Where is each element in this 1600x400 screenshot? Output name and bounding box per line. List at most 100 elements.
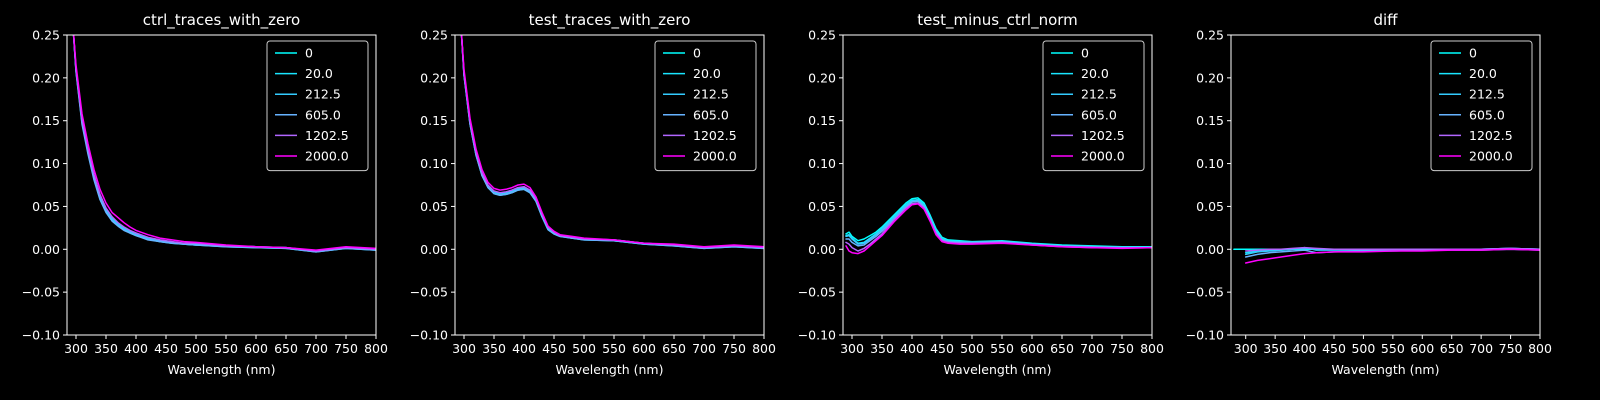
legend: 0 20.0 212.5 605.0 1202.5 2000.0 xyxy=(654,40,757,172)
legend-label: 20.0 xyxy=(305,66,333,81)
legend-label: 2000.0 xyxy=(1081,149,1125,164)
legend-label: 0 xyxy=(693,46,701,61)
series-lines xyxy=(1233,246,1540,264)
legend-item: 1202.5 xyxy=(663,128,737,143)
axes-frame xyxy=(842,34,1153,336)
chart-panel-4: 300 350 400 450 500 550 600 650 700 750 800 −0.10 −0… xyxy=(1186,11,1552,377)
series-line-2000.0 xyxy=(460,35,764,248)
legend-label: 2000.0 xyxy=(305,149,349,164)
y-tick-label: 0.00 xyxy=(808,242,836,257)
y-tick-label: −0.05 xyxy=(410,285,448,300)
x-tick-label: 700 xyxy=(304,341,328,356)
legend-item: 2000.0 xyxy=(663,149,737,164)
x-axis-label: Wavelength (nm) xyxy=(556,362,664,377)
legend-label: 212.5 xyxy=(1081,87,1117,102)
y-tick-label: 0.00 xyxy=(1196,242,1224,257)
x-tick-label: 700 xyxy=(692,341,716,356)
x-tick-label: 750 xyxy=(334,341,358,356)
x-tick-label: 750 xyxy=(722,341,746,356)
x-tick-label: 600 xyxy=(632,341,656,356)
series-line-605.0 xyxy=(72,35,376,253)
legend-item: 605.0 xyxy=(1439,107,1505,122)
legend-item: 1202.5 xyxy=(275,128,349,143)
legend-item: 20.0 xyxy=(663,66,721,81)
legend-item: 2000.0 xyxy=(275,149,349,164)
x-tick-label: 400 xyxy=(124,341,148,356)
legend-label: 212.5 xyxy=(305,87,341,102)
chart-panel-3: 300 350 400 450 500 550 600 650 700 750 800 −0.10 −0… xyxy=(798,11,1164,377)
legend-label: 20.0 xyxy=(1469,66,1497,81)
legend-label: 212.5 xyxy=(693,87,729,102)
series-lines xyxy=(460,35,764,250)
y-tick-label: 0.10 xyxy=(808,156,836,171)
legend-item: 212.5 xyxy=(663,87,729,102)
y-tick-label: 0.15 xyxy=(808,113,836,128)
y-tick-label: 0.10 xyxy=(1196,156,1224,171)
legend-label: 2000.0 xyxy=(1469,149,1513,164)
x-tick-label: 450 xyxy=(1322,341,1346,356)
y-tick-label: −0.05 xyxy=(1186,285,1224,300)
legend-label: 1202.5 xyxy=(1081,128,1125,143)
y-tick-label: 0.05 xyxy=(1196,199,1224,214)
legend-label: 605.0 xyxy=(693,107,729,122)
x-tick-label: 800 xyxy=(364,341,388,356)
legend: 0 20.0 212.5 605.0 1202.5 2000.0 xyxy=(1042,40,1145,172)
x-tick-label: 550 xyxy=(602,341,626,356)
legend-item: 212.5 xyxy=(275,87,341,102)
x-tick-label: 550 xyxy=(1381,341,1405,356)
x-tick-label: 800 xyxy=(1528,341,1552,356)
y-tick-label: −0.10 xyxy=(410,328,448,343)
y-tick-label: 0.05 xyxy=(32,199,60,214)
chart-panel-1: 300 350 400 450 500 550 600 650 700 750 800 −0.10 −0… xyxy=(22,11,388,377)
y-tick-label: 0.15 xyxy=(1196,113,1224,128)
legend-item: 212.5 xyxy=(1051,87,1117,102)
x-tick-label: 700 xyxy=(1080,341,1104,356)
chart-title: ctrl_traces_with_zero xyxy=(143,11,300,30)
legend-label: 212.5 xyxy=(1469,87,1505,102)
y-tick-label: 0.25 xyxy=(420,28,448,43)
x-tick-label: 350 xyxy=(482,341,506,356)
y-tick-label: −0.10 xyxy=(798,328,836,343)
legend-item: 20.0 xyxy=(1439,66,1497,81)
x-tick-label: 500 xyxy=(572,341,596,356)
axes-frame xyxy=(454,34,765,336)
series-line-2000.0 xyxy=(845,203,1152,255)
y-tick-label: −0.05 xyxy=(22,285,60,300)
legend-item: 605.0 xyxy=(663,107,729,122)
legend-label: 605.0 xyxy=(1469,107,1505,122)
legend-item: 1202.5 xyxy=(1439,128,1513,143)
x-tick-label: 700 xyxy=(1469,341,1493,356)
y-tick-label: 0.10 xyxy=(32,156,60,171)
y-tick-label: 0.00 xyxy=(420,242,448,257)
legend-item: 0 xyxy=(1051,46,1089,61)
x-tick-label: 750 xyxy=(1110,341,1134,356)
legend-item: 605.0 xyxy=(275,107,341,122)
legend-label: 0 xyxy=(1469,46,1477,61)
legend: 0 20.0 212.5 605.0 1202.5 2000.0 xyxy=(266,40,369,172)
x-tick-label: 650 xyxy=(662,341,686,356)
x-tick-label: 300 xyxy=(1234,341,1258,356)
x-tick-label: 300 xyxy=(452,341,476,356)
legend-label: 0 xyxy=(305,46,313,61)
x-tick-label: 300 xyxy=(840,341,864,356)
x-tick-label: 800 xyxy=(752,341,776,356)
x-tick-label: 400 xyxy=(512,341,536,356)
y-tick-label: 0.20 xyxy=(420,70,448,85)
legend-item: 2000.0 xyxy=(1439,149,1513,164)
legend-label: 20.0 xyxy=(693,66,721,81)
x-tick-label: 650 xyxy=(274,341,298,356)
y-tick-label: −0.10 xyxy=(1186,328,1224,343)
x-tick-label: 400 xyxy=(900,341,924,356)
x-tick-label: 450 xyxy=(154,341,178,356)
chart-title: test_traces_with_zero xyxy=(529,11,691,30)
x-tick-label: 350 xyxy=(1263,341,1287,356)
legend-item: 20.0 xyxy=(1051,66,1109,81)
legend-label: 2000.0 xyxy=(693,149,737,164)
legend-item: 0 xyxy=(275,46,313,61)
legend-item: 1202.5 xyxy=(1051,128,1125,143)
x-tick-label: 350 xyxy=(870,341,894,356)
series-line-605.0 xyxy=(845,200,1152,249)
x-tick-label: 650 xyxy=(1440,341,1464,356)
x-axis-label: Wavelength (nm) xyxy=(168,362,276,377)
